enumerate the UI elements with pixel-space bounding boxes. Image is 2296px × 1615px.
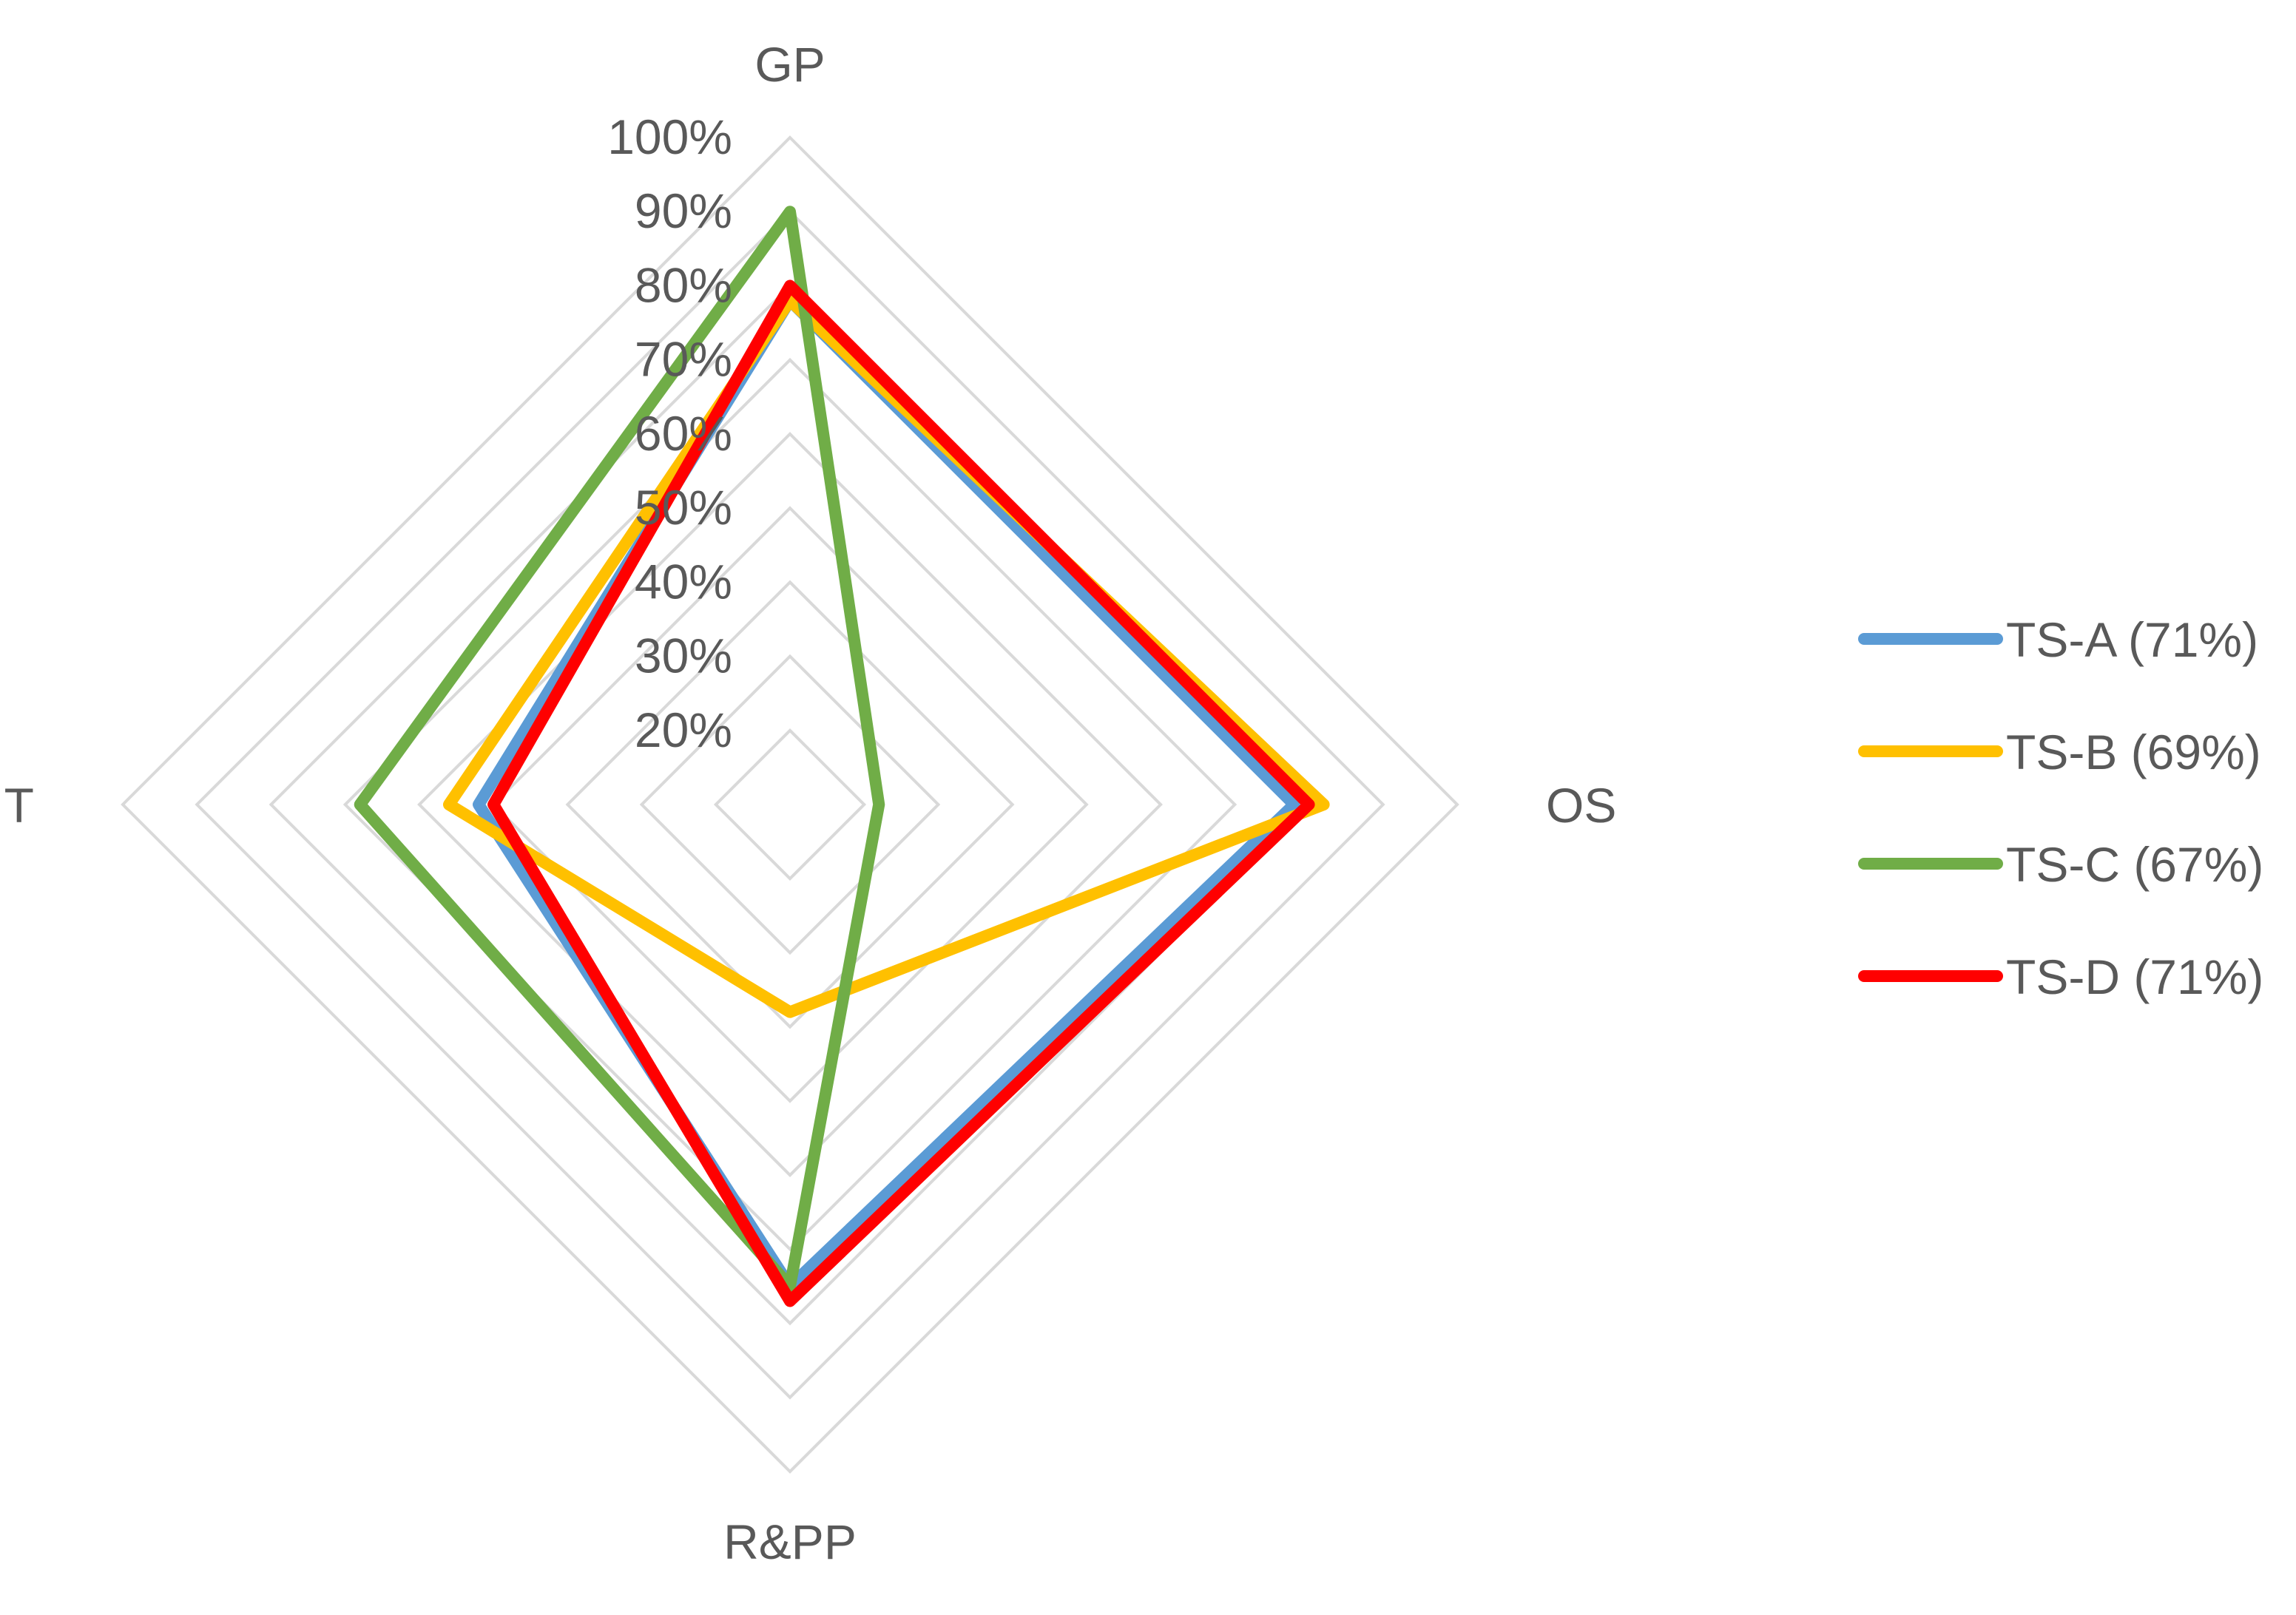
series-layer [354,206,1330,1307]
legend-item-ts-a: TS-A (71%) [1858,612,2258,667]
tick-label: 30% [635,629,732,683]
tick-label: 80% [635,257,732,312]
tick-label: 100% [607,109,732,164]
axis-label-gp: GP [754,37,825,92]
tick-label: 60% [635,406,732,461]
series-ts-c-line [354,206,885,1293]
tick-label: 50% [635,480,732,535]
legend-label: TS-D (71%) [2006,949,2263,1004]
tick-label: 90% [635,183,732,238]
grid-ring-100 [121,135,1459,1474]
tick-label: 20% [635,702,732,757]
grid-ring-90 [195,209,1385,1400]
tick-label-layer: 20% 30% 40% 50% 60% 70% 80% 90% 100% [607,109,732,757]
legend-item-ts-c: TS-C (67%) [1858,837,2263,892]
tick-label: 40% [635,554,732,609]
grid-ring-40 [565,580,1015,1029]
legend-label: TS-B (69%) [2006,725,2261,779]
grid-ring-80 [269,283,1311,1326]
grid-ring-50 [491,506,1089,1103]
legend-label: TS-A (71%) [2006,612,2258,667]
legend: TS-A (71%) TS-B (69%) TS-C (67%) TS-D (71%) [1858,612,2263,1004]
grid-ring-20 [713,728,867,881]
tick-label: 70% [635,332,732,387]
grid-ring-70 [342,357,1238,1252]
grid-ring-30 [639,654,941,955]
series-ts-a-line [473,294,1300,1293]
axis-label-layer: GP OS R&PP IT [0,37,1616,1569]
axis-label-it: IT [0,778,34,833]
axis-label-os: OS [1546,778,1616,833]
legend-item-ts-b: TS-B (69%) [1858,725,2261,779]
legend-label: TS-C (67%) [2006,837,2263,892]
legend-item-ts-d: TS-D (71%) [1858,949,2263,1004]
axis-label-rpp: R&PP [723,1514,857,1569]
grid-ring-60 [417,432,1163,1177]
series-ts-d-line [487,280,1315,1307]
